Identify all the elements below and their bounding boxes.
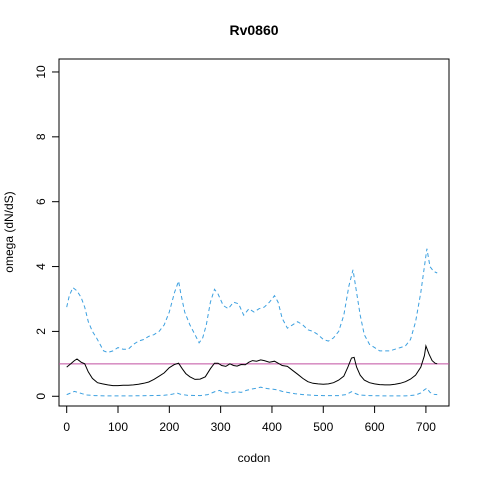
x-tick-label: 0 bbox=[63, 420, 70, 434]
x-tick-label: 100 bbox=[108, 420, 128, 434]
x-tick-label: 700 bbox=[416, 420, 436, 434]
x-tick-label: 400 bbox=[262, 420, 282, 434]
y-tick-label: 4 bbox=[34, 263, 48, 270]
plot-frame bbox=[58, 58, 450, 407]
y-tick-label: 10 bbox=[34, 65, 48, 79]
x-axis-title: codon bbox=[238, 451, 271, 465]
series-omega bbox=[66, 344, 438, 387]
y-tick-label: 8 bbox=[34, 133, 48, 140]
y-axis-title: omega (dN/dS) bbox=[2, 191, 16, 272]
y-tick-label: 2 bbox=[34, 328, 48, 335]
x-tick-label: 200 bbox=[159, 420, 179, 434]
x-tick-label: 600 bbox=[365, 420, 385, 434]
x-tick-label: 500 bbox=[313, 420, 333, 434]
series-group bbox=[66, 248, 438, 397]
y-axis: 0 2 4 6 8 10 bbox=[34, 65, 60, 400]
chart-title: Rv0860 bbox=[229, 22, 278, 38]
y-tick-label: 6 bbox=[34, 198, 48, 205]
y-tick-label: 0 bbox=[34, 393, 48, 400]
x-tick-label: 300 bbox=[211, 420, 231, 434]
series-lower-bound bbox=[66, 386, 438, 397]
x-axis: 0 100 200 300 400 500 600 700 bbox=[63, 405, 436, 434]
series-upper-bound bbox=[66, 248, 438, 354]
